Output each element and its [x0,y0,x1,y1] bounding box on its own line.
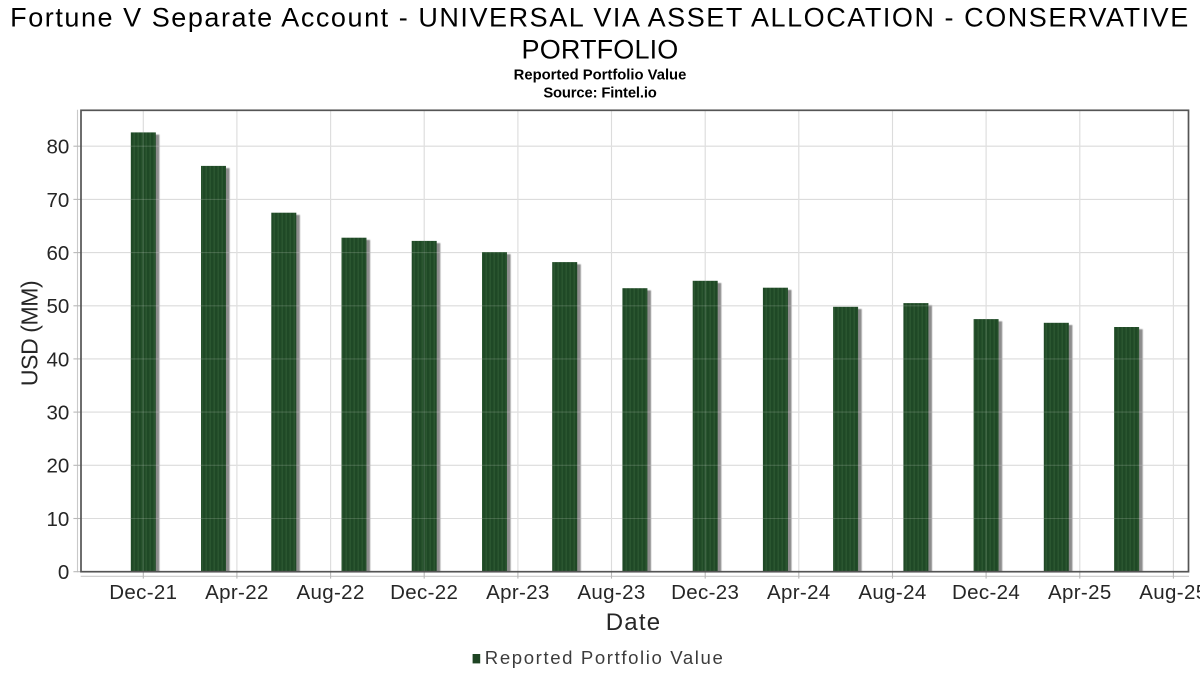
svg-text:PORTFOLIO: PORTFOLIO [522,35,679,65]
svg-text:Reported Portfolio Value: Reported Portfolio Value [485,647,725,668]
svg-text:10: 10 [46,508,69,531]
svg-text:20: 20 [46,455,69,478]
svg-text:Dec-22: Dec-22 [390,581,458,604]
svg-text:0: 0 [58,561,69,584]
svg-text:70: 70 [46,189,69,212]
svg-text:60: 60 [46,242,69,265]
svg-text:Apr-24: Apr-24 [767,581,831,604]
svg-text:Reported Portfolio Value: Reported Portfolio Value [514,67,687,83]
svg-text:Apr-22: Apr-22 [205,581,269,604]
svg-text:Aug-24: Aug-24 [858,581,926,604]
svg-text:Source: Fintel.io: Source: Fintel.io [543,85,656,101]
svg-text:Dec-21: Dec-21 [109,581,177,604]
svg-text:USD (MM): USD (MM) [17,281,43,386]
svg-text:80: 80 [46,136,69,159]
svg-text:Apr-25: Apr-25 [1048,581,1112,604]
svg-text:30: 30 [46,402,69,425]
svg-text:Dec-23: Dec-23 [671,581,739,604]
svg-text:Aug-25: Aug-25 [1139,581,1200,604]
svg-text:Dec-24: Dec-24 [952,581,1020,604]
svg-text:40: 40 [46,348,69,371]
svg-text:Aug-22: Aug-22 [296,581,364,604]
svg-text:Apr-23: Apr-23 [486,581,550,604]
svg-text:50: 50 [46,295,69,318]
svg-text:Aug-23: Aug-23 [577,581,645,604]
svg-text:Fortune V Separate Account - U: Fortune V Separate Account - UNIVERSAL V… [10,3,1190,33]
svg-text:Date: Date [606,609,662,636]
